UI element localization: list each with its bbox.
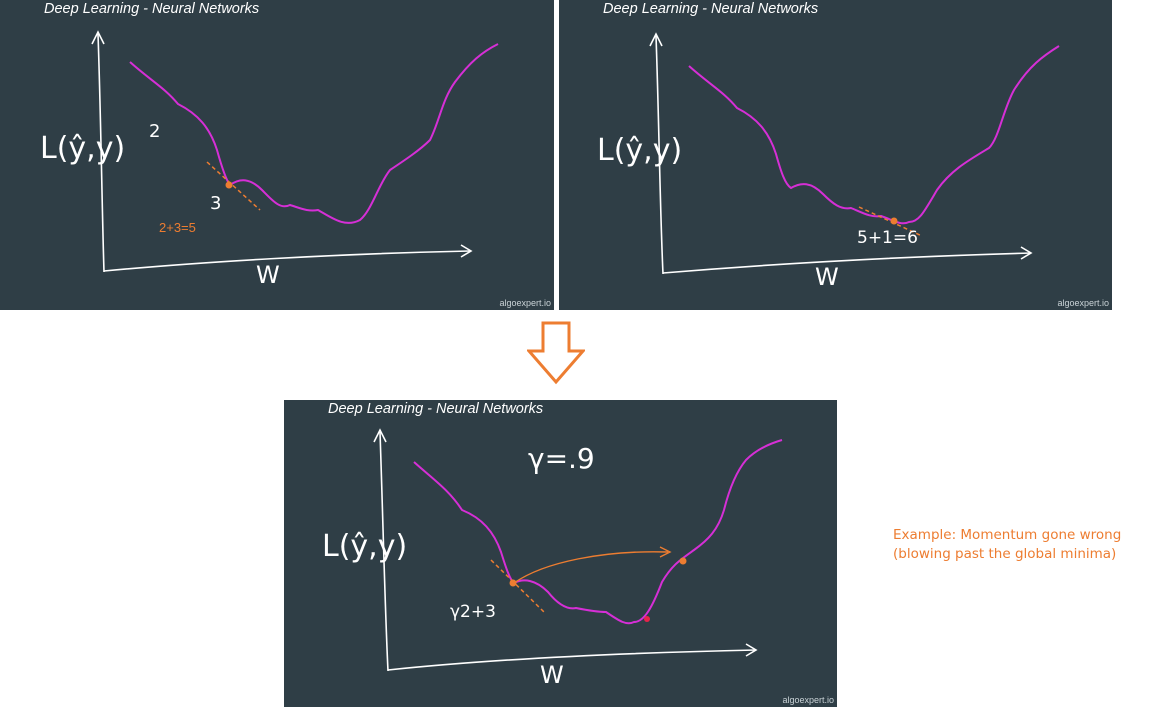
step-annotation-3: 3 [210,193,221,214]
loss-curve [413,439,783,625]
y-axis-label: L(ŷ,y) [597,133,682,168]
tangent-line [206,161,261,211]
tangent-line [490,559,545,613]
x-axis-label: W [815,263,839,291]
y-axis-arrowhead [649,32,663,47]
tangent-line [858,206,923,237]
watermark: algoexpert.io [782,695,834,705]
loss-curve [129,43,499,224]
y-axis-arrowhead [91,30,105,45]
watermark: algoexpert.io [499,298,551,308]
x-axis [387,649,757,671]
momentum-jump-arrowhead [659,546,672,558]
x-axis [103,250,471,272]
panel-step-1: Deep Learning - Neural Networks L(ŷ,y) W… [0,0,554,310]
x-axis-label: W [540,661,564,689]
note-line-1: Example: Momentum gone wrong [893,527,1122,543]
y-axis [379,431,389,672]
loss-curve-diagram: L(ŷ,y) W γ=.9 γ2+3 [322,428,783,689]
panel-title: Deep Learning - Neural Networks [603,1,819,17]
current-point [225,181,233,189]
loss-curve-diagram: L(ŷ,y) W 2 3 2+3=5 [40,30,499,289]
sum-label: 5+1=6 [857,228,918,248]
global-minimum-point [644,616,650,622]
current-point [890,217,898,225]
y-axis-arrowhead [373,428,387,443]
down-arrow-icon [527,321,585,385]
y-axis-label: L(ŷ,y) [40,131,125,166]
momentum-jump-arrow [513,551,669,584]
panel-step-2: Deep Learning - Neural Networks L(ŷ,y) W… [559,0,1112,310]
step-annotation-2: 2 [149,121,160,142]
loss-curve-diagram: L(ŷ,y) W 5+1=6 [597,32,1060,291]
panel-title: Deep Learning - Neural Networks [44,1,260,17]
overshoot-point [679,557,687,565]
x-axis-label: W [256,261,280,289]
gamma-label: γ=.9 [528,442,595,475]
x-axis-arrowhead [460,244,473,258]
watermark: algoexpert.io [1057,298,1109,308]
panel-title: Deep Learning - Neural Networks [328,401,544,417]
momentum-note: Example: Momentum gone wrong (blowing pa… [893,526,1121,564]
x-axis-arrowhead [1020,246,1033,260]
loss-curve [688,45,1060,225]
y-axis [655,35,664,275]
y-axis-label: L(ŷ,y) [322,529,407,564]
start-point [509,579,517,587]
sum-label: 2+3=5 [159,220,196,235]
x-axis [662,252,1032,274]
x-axis-arrowhead [745,643,758,657]
note-line-2: (blowing past the global minima) [893,546,1117,562]
y-axis [97,33,105,273]
panel-momentum: Deep Learning - Neural Networks L(ŷ,y) W… [284,400,837,707]
formula-label: γ2+3 [450,602,496,622]
